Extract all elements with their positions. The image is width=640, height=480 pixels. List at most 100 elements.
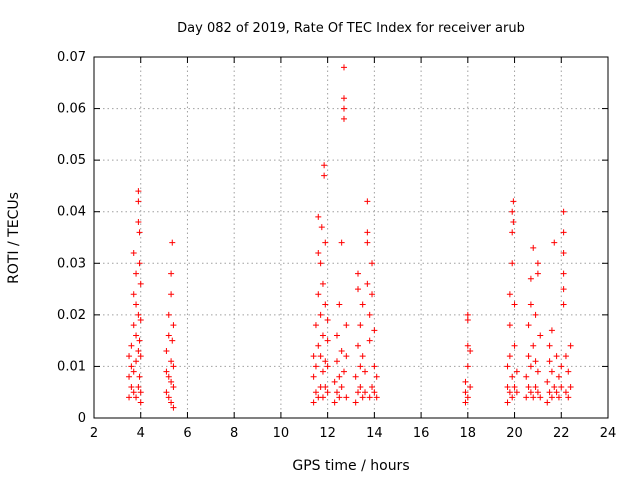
data-point: [511, 342, 518, 349]
data-point: [373, 373, 380, 380]
data-point: [558, 363, 565, 370]
chart-title: Day 082 of 2019, Rate Of TEC Index for r…: [177, 21, 525, 36]
data-point: [352, 373, 359, 380]
data-point: [359, 301, 366, 308]
data-point: [467, 384, 474, 391]
data-point: [168, 378, 175, 385]
data-point: [355, 389, 362, 396]
data-point: [464, 311, 471, 318]
y-tick-label: 0.05: [57, 153, 86, 168]
data-point: [170, 322, 177, 329]
data-point: [165, 373, 172, 380]
data-point: [527, 301, 534, 308]
data-point: [464, 394, 471, 401]
data-point: [532, 358, 539, 365]
plot-frame: [93, 56, 609, 419]
data-point: [324, 363, 331, 370]
data-point: [511, 301, 518, 308]
x-tick-label: 18: [460, 426, 477, 441]
x-tick-label: 10: [273, 426, 290, 441]
data-point: [364, 239, 371, 246]
data-point: [509, 229, 516, 236]
data-point: [567, 342, 574, 349]
data-point: [319, 280, 326, 287]
data-point: [165, 332, 172, 339]
data-point: [371, 327, 378, 334]
data-point: [504, 384, 511, 391]
data-point: [560, 229, 567, 236]
data-point: [317, 353, 324, 360]
data-point: [527, 389, 534, 396]
data-point: [319, 332, 326, 339]
data-point: [126, 373, 133, 380]
data-point: [525, 384, 532, 391]
data-point: [562, 389, 569, 396]
data-point: [509, 260, 516, 267]
data-point: [534, 260, 541, 267]
data-point: [359, 394, 366, 401]
data-point: [355, 286, 362, 293]
y-tick-label: 0.02: [57, 308, 86, 323]
data-point: [364, 198, 371, 205]
data-point: [555, 394, 562, 401]
data-point: [126, 353, 133, 360]
x-tick-label: 6: [183, 426, 191, 441]
data-point: [333, 358, 340, 365]
data-point: [331, 378, 338, 385]
data-point: [355, 342, 362, 349]
x-tick-label: 12: [319, 426, 336, 441]
data-point: [364, 280, 371, 287]
data-point: [321, 172, 328, 179]
data-point: [464, 363, 471, 370]
data-point: [366, 311, 373, 318]
data-point: [133, 332, 140, 339]
data-point: [130, 389, 137, 396]
data-point: [357, 384, 364, 391]
data-point: [565, 394, 572, 401]
data-point: [135, 384, 142, 391]
data-point: [544, 399, 551, 406]
data-point: [321, 162, 328, 169]
data-point: [170, 404, 177, 411]
data-point: [165, 311, 172, 318]
data-points: [126, 64, 574, 411]
data-point: [133, 301, 140, 308]
data-point: [338, 239, 345, 246]
x-tick-label: 22: [553, 426, 570, 441]
y-axis-label: ROTI / TECUs: [6, 192, 22, 284]
data-point: [565, 368, 572, 375]
data-point: [546, 358, 553, 365]
x-tick-label: 2: [90, 426, 98, 441]
data-point: [357, 363, 364, 370]
data-point: [532, 311, 539, 318]
data-point: [169, 239, 176, 246]
data-point: [513, 389, 520, 396]
data-point: [340, 115, 347, 122]
data-point: [359, 353, 366, 360]
data-point: [371, 389, 378, 396]
data-point: [506, 322, 513, 329]
data-point: [369, 291, 376, 298]
data-point: [510, 198, 517, 205]
data-point: [560, 208, 567, 215]
data-point: [168, 358, 175, 365]
y-tick-label: 0.07: [57, 50, 86, 65]
y-tick-label: 0.06: [57, 102, 86, 117]
data-point: [366, 394, 373, 401]
data-point: [509, 394, 516, 401]
data-point: [548, 394, 555, 401]
data-point: [506, 353, 513, 360]
data-point: [532, 384, 539, 391]
data-point: [168, 270, 175, 277]
data-point: [527, 363, 534, 370]
data-point: [163, 368, 170, 375]
data-point: [137, 317, 144, 324]
data-point: [560, 270, 567, 277]
data-point: [319, 368, 326, 375]
data-point: [355, 270, 362, 277]
data-point: [322, 239, 329, 246]
data-point: [312, 363, 319, 370]
data-point: [523, 373, 530, 380]
data-point: [558, 384, 565, 391]
data-point: [165, 394, 172, 401]
